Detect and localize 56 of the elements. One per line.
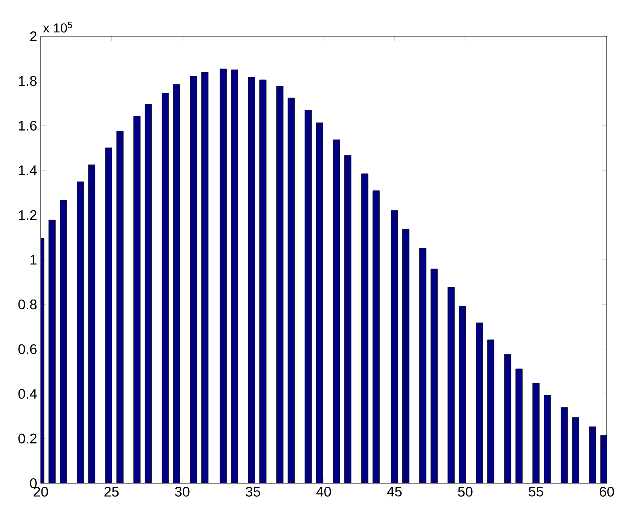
bar xyxy=(316,122,324,484)
bar xyxy=(430,268,438,484)
bar xyxy=(372,190,380,484)
bar xyxy=(134,116,141,484)
y-tick-label: 0.2 xyxy=(18,434,37,444)
x-tick-label: 25 xyxy=(104,487,119,497)
y-tick-label: 1.8 xyxy=(19,76,37,86)
bar xyxy=(77,182,84,484)
bar xyxy=(420,248,427,484)
bar xyxy=(60,200,68,484)
bar xyxy=(459,306,466,484)
bar xyxy=(260,80,267,484)
x-tick-label: 20 xyxy=(34,487,48,497)
bar xyxy=(448,287,455,484)
bar xyxy=(504,354,512,484)
y-tick-label: 0.6 xyxy=(18,344,37,354)
y-tick-label: 1.2 xyxy=(19,210,37,220)
x-tick-label: 55 xyxy=(529,487,544,497)
bar xyxy=(105,148,112,484)
bar xyxy=(333,140,340,484)
bar xyxy=(173,84,180,484)
bar xyxy=(391,210,398,484)
y-tick-label: 0.8 xyxy=(18,300,37,310)
x-tick-label: 40 xyxy=(316,487,332,497)
bar xyxy=(231,70,238,484)
bar xyxy=(487,340,494,484)
bar xyxy=(202,72,209,484)
x-tick-label: 45 xyxy=(387,487,402,497)
x-tick-label: 50 xyxy=(458,487,473,497)
bar xyxy=(190,76,198,484)
y-tick-label: 2 xyxy=(30,32,37,42)
bar xyxy=(362,174,369,484)
bar xyxy=(304,110,312,484)
y-tick-label: 0 xyxy=(30,478,37,488)
bar xyxy=(48,220,56,484)
bar xyxy=(288,98,295,484)
bar xyxy=(145,104,152,484)
bar xyxy=(162,93,170,484)
bar xyxy=(600,435,608,484)
bar xyxy=(532,383,540,484)
bar xyxy=(344,155,352,484)
bar xyxy=(248,77,256,484)
bar xyxy=(88,164,96,484)
text: x 10$^{5}$ xyxy=(43,22,72,33)
x-tick-label: 60 xyxy=(600,487,614,497)
y-tick-label: 1.6 xyxy=(19,120,37,131)
bar xyxy=(276,86,284,484)
y-tick-label: 1 xyxy=(30,255,37,265)
bar xyxy=(402,229,410,484)
bar xyxy=(116,131,124,484)
bar xyxy=(220,68,228,484)
x-tick-label: 30 xyxy=(175,487,190,497)
y-tick-label: 1.4 xyxy=(19,166,38,176)
y-tick-label: 0.4 xyxy=(18,389,38,400)
bar xyxy=(476,322,484,484)
x-tick-label: 35 xyxy=(246,487,260,497)
